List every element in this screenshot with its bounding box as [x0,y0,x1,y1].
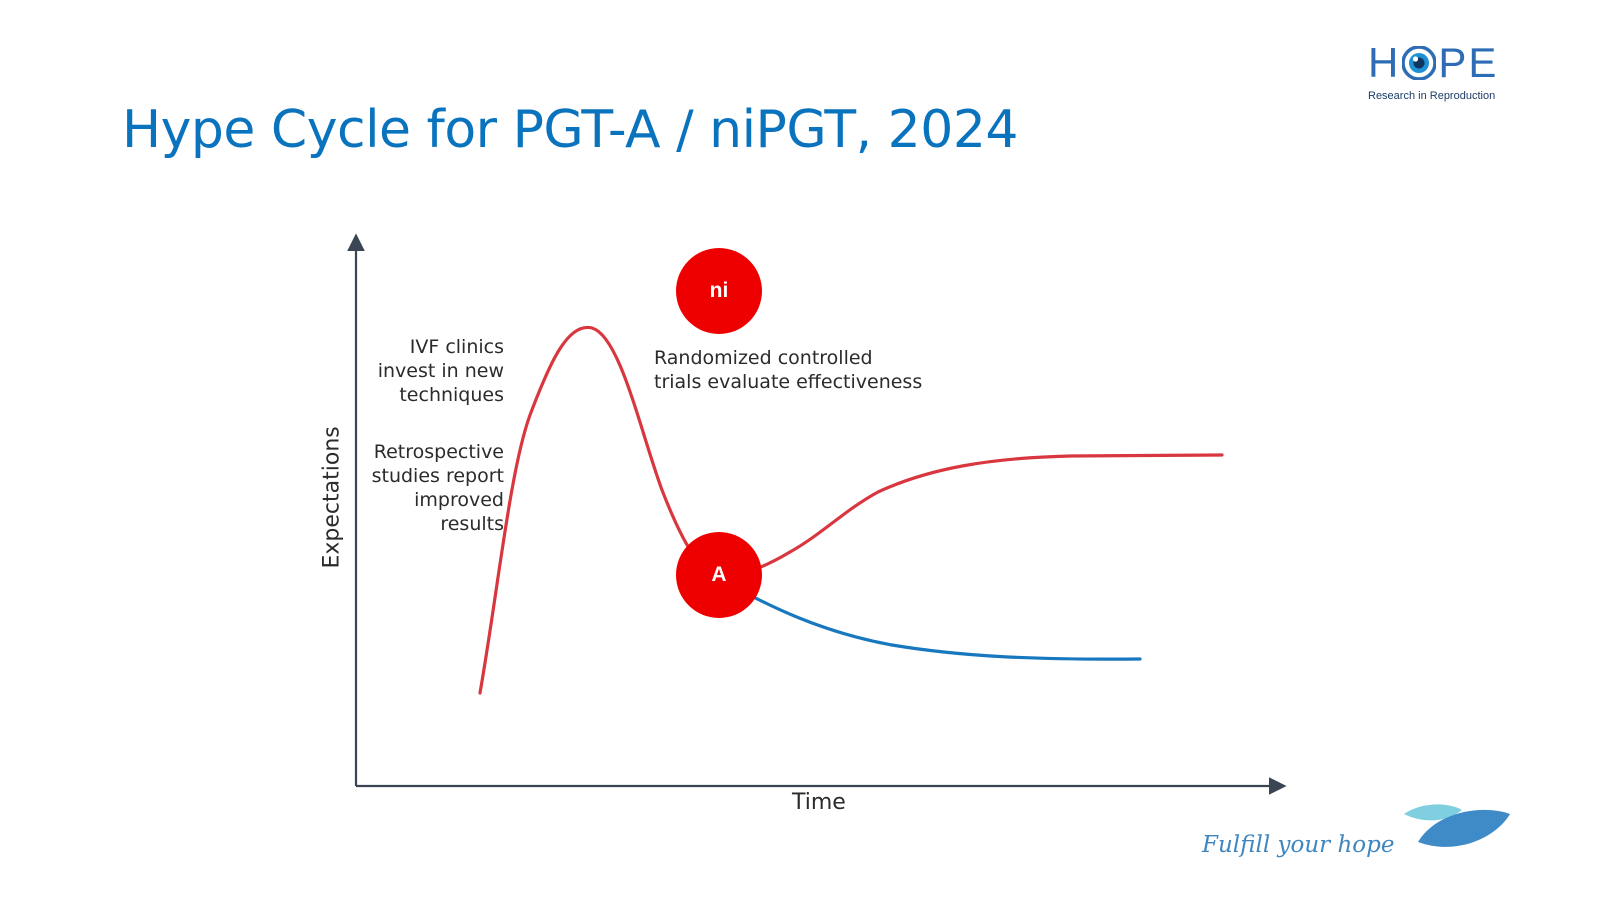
annotation-invest: IVF clinics invest in new techniques [330,335,504,407]
annotation-invest-line: IVF clinics [409,336,504,358]
logo-wordmark: H PE [1368,42,1498,84]
marker-a: A [676,532,762,618]
y-axis-label: Expectations [319,426,345,569]
annotation-retrospective: Retrospective studies report improved re… [330,440,504,536]
annotation-invest-line: techniques [399,384,504,406]
annotation-rct-line: trials evaluate effectiveness [654,371,923,393]
logo-subtitle: Research in Reproduction [1368,90,1496,102]
marker-ni: ni [676,248,762,334]
leaf-light [1404,804,1462,821]
annotation-rct: Randomized controlled trials evaluate ef… [654,346,974,394]
x-axis-label: Time [792,790,846,815]
annotation-retrospective-line: improved [414,489,504,511]
annotation-retrospective-line: studies report [371,465,504,487]
leaf-icon [1404,804,1510,847]
logo-letter-h: H [1368,39,1401,86]
eye-icon [1401,45,1438,81]
annotation-invest-line: invest in new [377,360,504,382]
tagline: Fulfill your hope [1202,832,1395,858]
annotation-retrospective-line: results [440,513,504,535]
hope-logo: H PE Research in Reproduction [1368,42,1518,108]
logo-letters-pe: PE [1438,39,1499,86]
decline-curve [728,583,1142,661]
leaf-dark [1418,809,1510,847]
slide-title: Hype Cycle for PGT-A / niPGT, 2024 [122,100,1019,160]
annotation-retrospective-line: Retrospective [373,441,504,463]
hype-curve [478,325,1224,695]
eye-glint [1413,56,1419,62]
annotation-rct-line: Randomized controlled [654,347,873,369]
